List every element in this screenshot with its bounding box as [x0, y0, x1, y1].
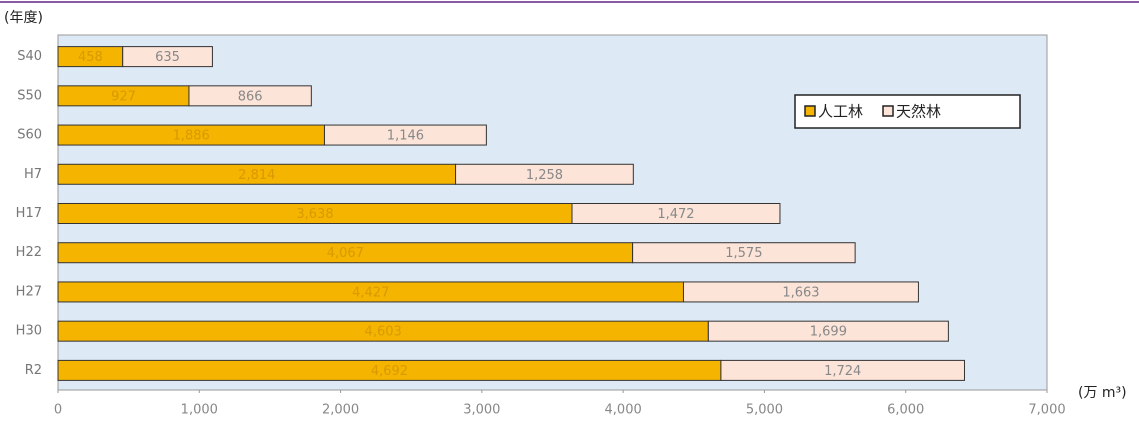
value-label: 1,724 [824, 364, 861, 379]
bar-segment [122, 46, 213, 68]
value-label: 4,692 [371, 364, 408, 379]
legend-box [794, 94, 1021, 129]
y-tick-label: H17 [16, 206, 42, 221]
bar-segment [323, 124, 487, 146]
bar-segment [188, 85, 312, 107]
legend-label: 人工林 [818, 103, 863, 121]
value-label: 3,638 [296, 207, 333, 222]
y-tick-label: H27 [16, 284, 42, 299]
bar-segment [632, 242, 856, 264]
x-tick-label: 4,000 [605, 403, 642, 418]
y-tick-label: H30 [16, 324, 42, 339]
value-label: 1,146 [387, 129, 424, 144]
bar-segment [455, 163, 634, 185]
x-tick-label: 6,000 [887, 403, 924, 418]
value-label: 1,886 [173, 129, 210, 144]
value-label: 4,427 [352, 285, 389, 300]
y-tick-label: R2 [25, 363, 42, 378]
value-label: 1,663 [782, 285, 819, 300]
y-tick-label: S60 [17, 128, 42, 143]
value-label: 1,258 [526, 168, 563, 183]
value-label: 866 [238, 89, 263, 104]
y-axis-label: (年度) [4, 10, 43, 26]
y-tick-label: H22 [16, 245, 42, 260]
bar-segment [707, 320, 949, 342]
x-tick-label: 0 [54, 403, 62, 418]
x-tick-label: 1,000 [181, 403, 218, 418]
value-label: 4,603 [365, 325, 402, 340]
x-tick-label: 3,000 [463, 403, 500, 418]
x-axis-label: (万 m³) [1078, 385, 1127, 401]
legend-swatch [882, 105, 894, 117]
x-tick-label: 5,000 [746, 403, 783, 418]
value-label: 1,699 [810, 325, 847, 340]
value-label: 4,067 [327, 246, 364, 261]
legend-label: 天然林 [896, 103, 941, 121]
y-tick-label: S40 [17, 49, 42, 64]
value-label: 2,814 [238, 168, 275, 183]
value-label: 1,575 [725, 246, 762, 261]
value-label: 458 [78, 50, 103, 65]
x-tick-label: 2,000 [322, 403, 359, 418]
x-tick-label: 7,000 [1028, 403, 1065, 418]
value-label: 1,472 [657, 207, 694, 222]
y-tick-label: H7 [24, 167, 42, 182]
bar-segment [571, 203, 781, 224]
y-tick-label: S50 [17, 88, 42, 103]
legend-swatch [804, 105, 816, 117]
bar-segment [720, 359, 965, 381]
bar-segment [682, 281, 919, 303]
value-label: 635 [155, 50, 180, 65]
value-label: 927 [111, 89, 136, 104]
